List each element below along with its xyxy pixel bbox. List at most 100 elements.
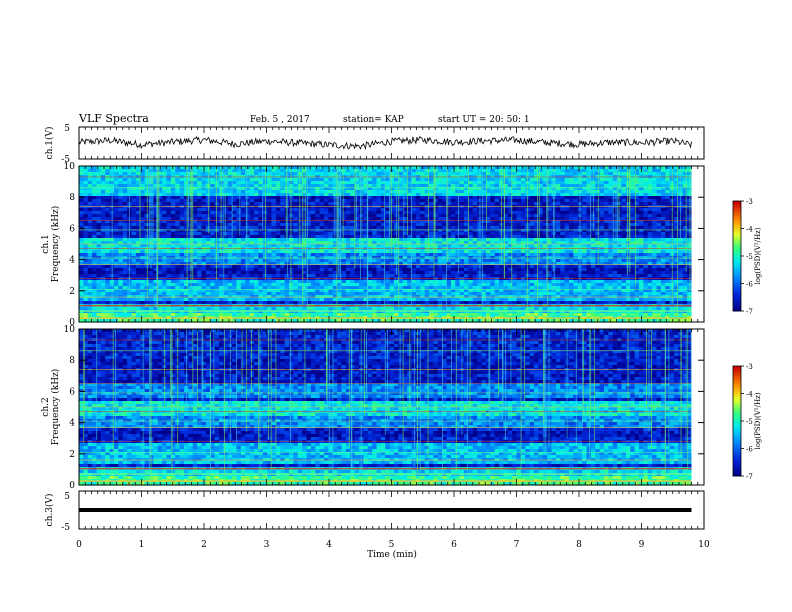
spectrogram-cell (341, 184, 347, 188)
spectrogram-cell (249, 169, 255, 173)
spectrogram-cell (236, 181, 242, 185)
spectrogram-cell (643, 166, 649, 170)
spectrogram-cell (341, 169, 347, 173)
spectrogram-cell (494, 178, 500, 182)
spectrogram-cell (402, 166, 408, 170)
figure-title: VLF Spectra (78, 112, 149, 125)
spectrogram-cell (516, 172, 522, 176)
spectrogram-cell (363, 184, 369, 188)
spectrogram-cell (170, 169, 176, 173)
spectrogram-cell (485, 169, 491, 173)
spectrogram-cell (302, 184, 308, 188)
spectrogram-cell (569, 169, 574, 173)
spectrogram-cell (92, 169, 98, 173)
spectrogram-cell (380, 181, 386, 185)
spectrogram-cell (608, 178, 614, 182)
spectrogram-cell (258, 172, 264, 176)
spectrogram-cell (149, 169, 154, 173)
spectrogram-cell (459, 178, 465, 182)
spectrogram-cell (485, 184, 491, 188)
spectrogram-cell (625, 181, 631, 185)
spectrogram-cell (385, 181, 391, 185)
spectrogram-cell (459, 169, 465, 173)
spectrogram-cell (350, 169, 356, 173)
spectrogram-cell (310, 172, 316, 176)
spectrogram-cell (652, 181, 658, 185)
spectrogram-cell (630, 169, 636, 173)
spectrogram-cell (433, 181, 439, 185)
spectrogram-cell (315, 172, 321, 176)
spectrogram-cell (643, 169, 649, 173)
spectrogram-cell (625, 166, 631, 170)
spectrogram-cell (472, 169, 478, 173)
spectrogram-cell (83, 169, 89, 173)
spectrogram-cell (275, 178, 281, 182)
spectrogram-cell (258, 166, 264, 170)
spectrogram-cell (175, 184, 181, 188)
spectrogram-cell (175, 181, 181, 185)
spectrogram-cell (267, 169, 273, 173)
spectrogram-cell (96, 172, 102, 176)
spectrogram-cell (372, 166, 378, 170)
spectrogram-cell (192, 181, 198, 185)
spectrogram-cell (385, 169, 391, 173)
spectrogram-cell (328, 166, 334, 170)
spectrogram-cell (442, 184, 448, 188)
spectrogram-cell (135, 181, 141, 185)
spectrogram-cell (267, 166, 273, 170)
spectrogram-cell (135, 169, 141, 173)
spectrogram-cell (118, 172, 124, 176)
spectrogram-cell (149, 184, 154, 188)
spectrogram-cell (643, 172, 649, 176)
spectrogram-cell (337, 178, 343, 182)
spectrogram-cell (280, 181, 286, 185)
spectrogram-cell (652, 169, 658, 173)
spectrogram-cell (223, 184, 229, 188)
spectrogram-cell (197, 181, 203, 185)
spectrogram-cell (122, 184, 128, 188)
spectrogram-cell (289, 181, 294, 185)
spectrogram-cell (398, 169, 404, 173)
spectrogram-cell (582, 178, 588, 182)
spectrogram-cell (280, 172, 286, 176)
spectrogram-cell (621, 172, 627, 176)
spectrogram-cell (267, 184, 273, 188)
spectrogram-cell (459, 181, 465, 185)
spectrogram-cell (214, 172, 220, 176)
spectrogram-cell (455, 172, 461, 176)
spectrogram-cell (227, 172, 233, 176)
spectrogram-cell (114, 184, 119, 188)
spectrogram-cell (363, 178, 369, 182)
spectrogram-cell (324, 169, 329, 173)
spectrogram-cell (547, 166, 553, 170)
start-time-label: start UT = 20: 50: 1 (438, 115, 530, 125)
spectrogram-cell (415, 178, 421, 182)
spectrogram-cell (678, 169, 684, 173)
spectrogram-cell (179, 178, 185, 182)
spectrogram-cell (555, 178, 561, 182)
spectrogram-cell (297, 181, 303, 185)
spectrogram-cell (162, 166, 168, 170)
spectrogram-cell (83, 178, 89, 182)
spectrogram-cell (289, 169, 294, 173)
spectrogram-cell (625, 169, 631, 173)
spectrogram-cell (573, 169, 579, 173)
spectrogram-cell (240, 181, 246, 185)
spectrogram-cell (433, 166, 439, 170)
spectrogram-cell (595, 169, 601, 173)
spectrogram-cell (634, 181, 640, 185)
spectrogram-cell (459, 166, 465, 170)
spectrogram-cell (153, 169, 159, 173)
spectrogram-cell (612, 181, 618, 185)
spectrogram-cell (385, 166, 391, 170)
spectrogram-cell (647, 166, 653, 170)
spectrogram-cell (87, 184, 93, 188)
spectrogram-cell (446, 169, 452, 173)
spectrogram-cell (507, 172, 513, 176)
spectrogram-cell (350, 172, 356, 176)
spectrogram-cell (560, 169, 566, 173)
spectrogram-cell (450, 184, 456, 188)
spectrogram-cell (175, 172, 181, 176)
spectrogram-cell (490, 169, 496, 173)
spectrogram-cell (385, 172, 391, 176)
